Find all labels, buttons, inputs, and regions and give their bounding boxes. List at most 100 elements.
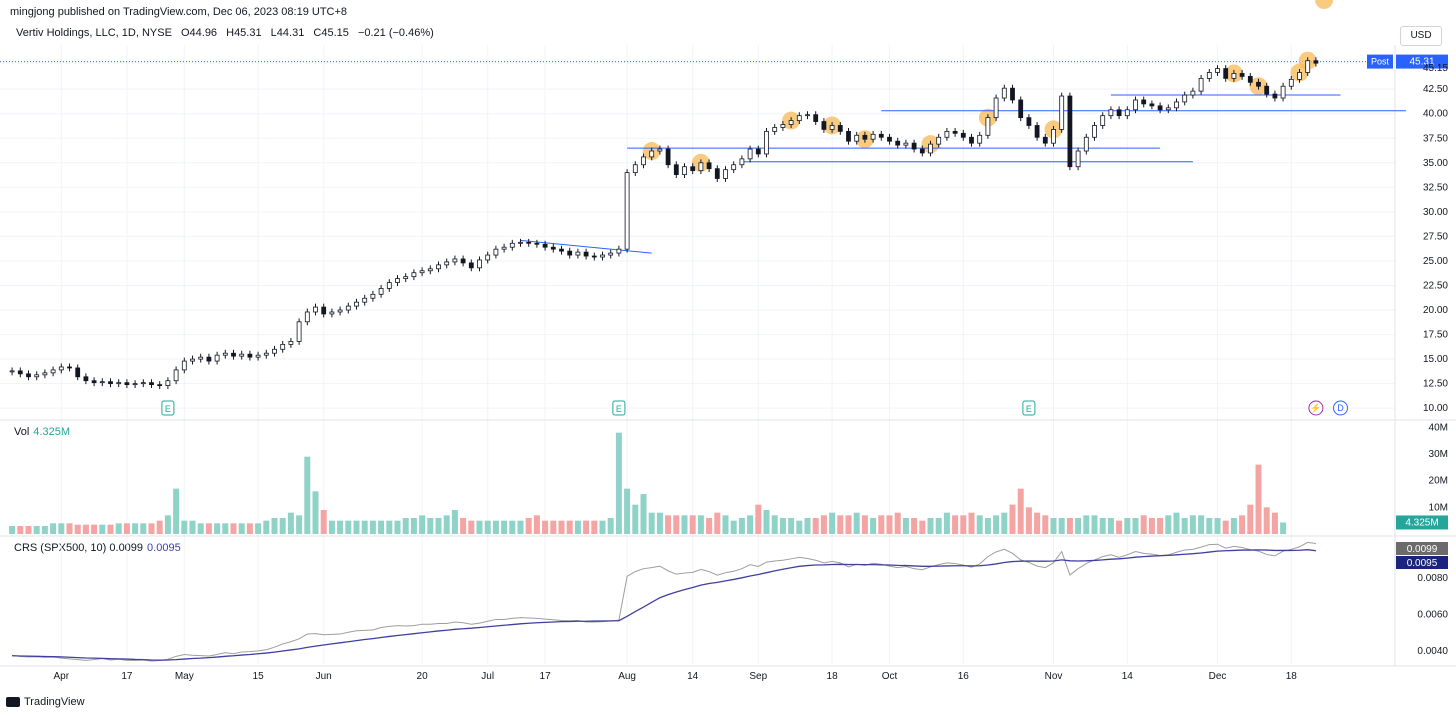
candle-body	[600, 254, 605, 258]
volume-bar	[1066, 518, 1073, 534]
candle-body	[1305, 60, 1311, 73]
candle-body	[181, 360, 187, 371]
ohlc-high: H45.31	[226, 27, 262, 39]
volume-bar	[123, 523, 130, 534]
candle-body	[772, 127, 778, 132]
candle-body	[1116, 109, 1122, 117]
volume-bar	[156, 520, 163, 534]
candle-body	[452, 258, 458, 263]
earnings-marker-label: E	[616, 404, 622, 414]
crs-tag-2-value: 0.0095	[1407, 558, 1438, 569]
candle-body	[542, 243, 548, 248]
crs-tag-1-value: 0.0099	[1407, 544, 1438, 555]
crs-label[interactable]: CRS (SPX500, 10)	[14, 542, 107, 554]
candle-body	[50, 369, 56, 374]
volume-axis-tick: 10M	[1429, 502, 1448, 513]
candle-body	[296, 321, 302, 342]
volume-bar	[1230, 518, 1237, 534]
candle-body	[1133, 99, 1138, 111]
candle-body	[649, 150, 655, 158]
earnings-marker	[1022, 400, 1036, 416]
candle-body	[1083, 136, 1089, 152]
currency-button[interactable]: USD	[1400, 26, 1442, 46]
volume-bar	[492, 520, 499, 534]
candle-body	[1182, 94, 1188, 103]
volume-bar	[41, 526, 48, 534]
candle-body	[1157, 105, 1163, 111]
candle-body	[1010, 87, 1015, 101]
volume-bar	[615, 432, 622, 534]
time-axis-tick: 16	[958, 671, 970, 682]
candle-body	[1280, 85, 1286, 99]
volume-bar	[173, 488, 180, 534]
candle-body	[1206, 72, 1212, 79]
volume-bar	[763, 510, 770, 534]
volume-bar	[205, 523, 212, 534]
event-marker-label: D	[1337, 403, 1344, 413]
candle-body	[9, 370, 15, 373]
post-tag-label: Post	[1371, 57, 1390, 67]
candle-body	[91, 380, 97, 384]
volume-bar	[50, 523, 57, 534]
crs-tag-2	[1396, 556, 1448, 569]
candle-body	[1174, 101, 1179, 109]
candle-body	[567, 250, 573, 256]
volume-axis-tick: 30M	[1429, 449, 1448, 460]
candle-body	[1223, 68, 1229, 79]
volume-bar	[1124, 518, 1131, 534]
volume-bar	[460, 518, 467, 534]
volume-bar	[607, 518, 614, 534]
volume-bar	[1132, 518, 1139, 534]
candle-body	[960, 132, 966, 138]
volume-bar	[747, 515, 754, 534]
price-axis-tick: 12.50	[1423, 379, 1448, 390]
time-axis-tick: 15	[253, 671, 265, 682]
candle-body	[444, 261, 450, 266]
volume-label[interactable]: Vol	[14, 426, 30, 438]
candle-body	[222, 352, 228, 356]
candle-body	[329, 311, 335, 315]
highlight-circle	[1315, 0, 1334, 9]
volume-bar	[222, 523, 229, 534]
time-axis-tick: 17	[540, 671, 552, 682]
volume-bar	[394, 520, 401, 534]
volume-bar	[1017, 488, 1024, 534]
volume-bar	[632, 504, 639, 534]
volume-bar	[312, 491, 319, 534]
volume-bar	[279, 518, 286, 534]
candle-body	[1149, 103, 1155, 107]
volume-bar	[1280, 522, 1287, 534]
time-axis-tick: Sep	[749, 671, 767, 682]
crs-legend: CRS (SPX500, 10) 0.0099 0.0095	[14, 542, 181, 554]
time-axis-tick: Oct	[882, 671, 898, 682]
volume-bar	[648, 512, 655, 534]
candle-body	[1141, 99, 1147, 105]
candle-body	[386, 282, 392, 289]
time-axis-tick: Dec	[1209, 671, 1227, 682]
time-axis-tick: Apr	[54, 671, 70, 682]
symbol-name[interactable]: Vertiv Holdings, LLC, 1D, NYSE	[16, 27, 172, 39]
candle-body	[928, 143, 933, 154]
volume-bar	[1091, 515, 1098, 534]
volume-bar	[361, 520, 368, 534]
price-axis-tick: 22.50	[1423, 280, 1448, 291]
volume-bar	[320, 510, 327, 534]
volume-bar	[443, 515, 450, 534]
volume-bar	[952, 515, 959, 534]
volume-bar	[697, 515, 704, 534]
volume-bar	[246, 523, 253, 534]
volume-bar	[214, 523, 221, 534]
candle-body	[288, 341, 294, 345]
volume-bar	[140, 523, 147, 534]
volume-bar	[369, 520, 376, 534]
candle-body	[854, 134, 860, 142]
volume-bar	[820, 515, 827, 534]
volume-bar	[1107, 518, 1114, 534]
volume-bar	[919, 520, 926, 534]
volume-bar	[9, 526, 16, 534]
time-axis-tick: 17	[121, 671, 133, 682]
candle-body	[583, 251, 589, 257]
candle-body	[682, 166, 687, 175]
volume-tag	[1396, 515, 1448, 530]
